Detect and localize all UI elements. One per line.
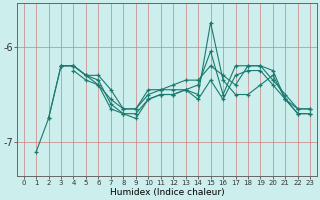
X-axis label: Humidex (Indice chaleur): Humidex (Indice chaleur) (110, 188, 224, 197)
